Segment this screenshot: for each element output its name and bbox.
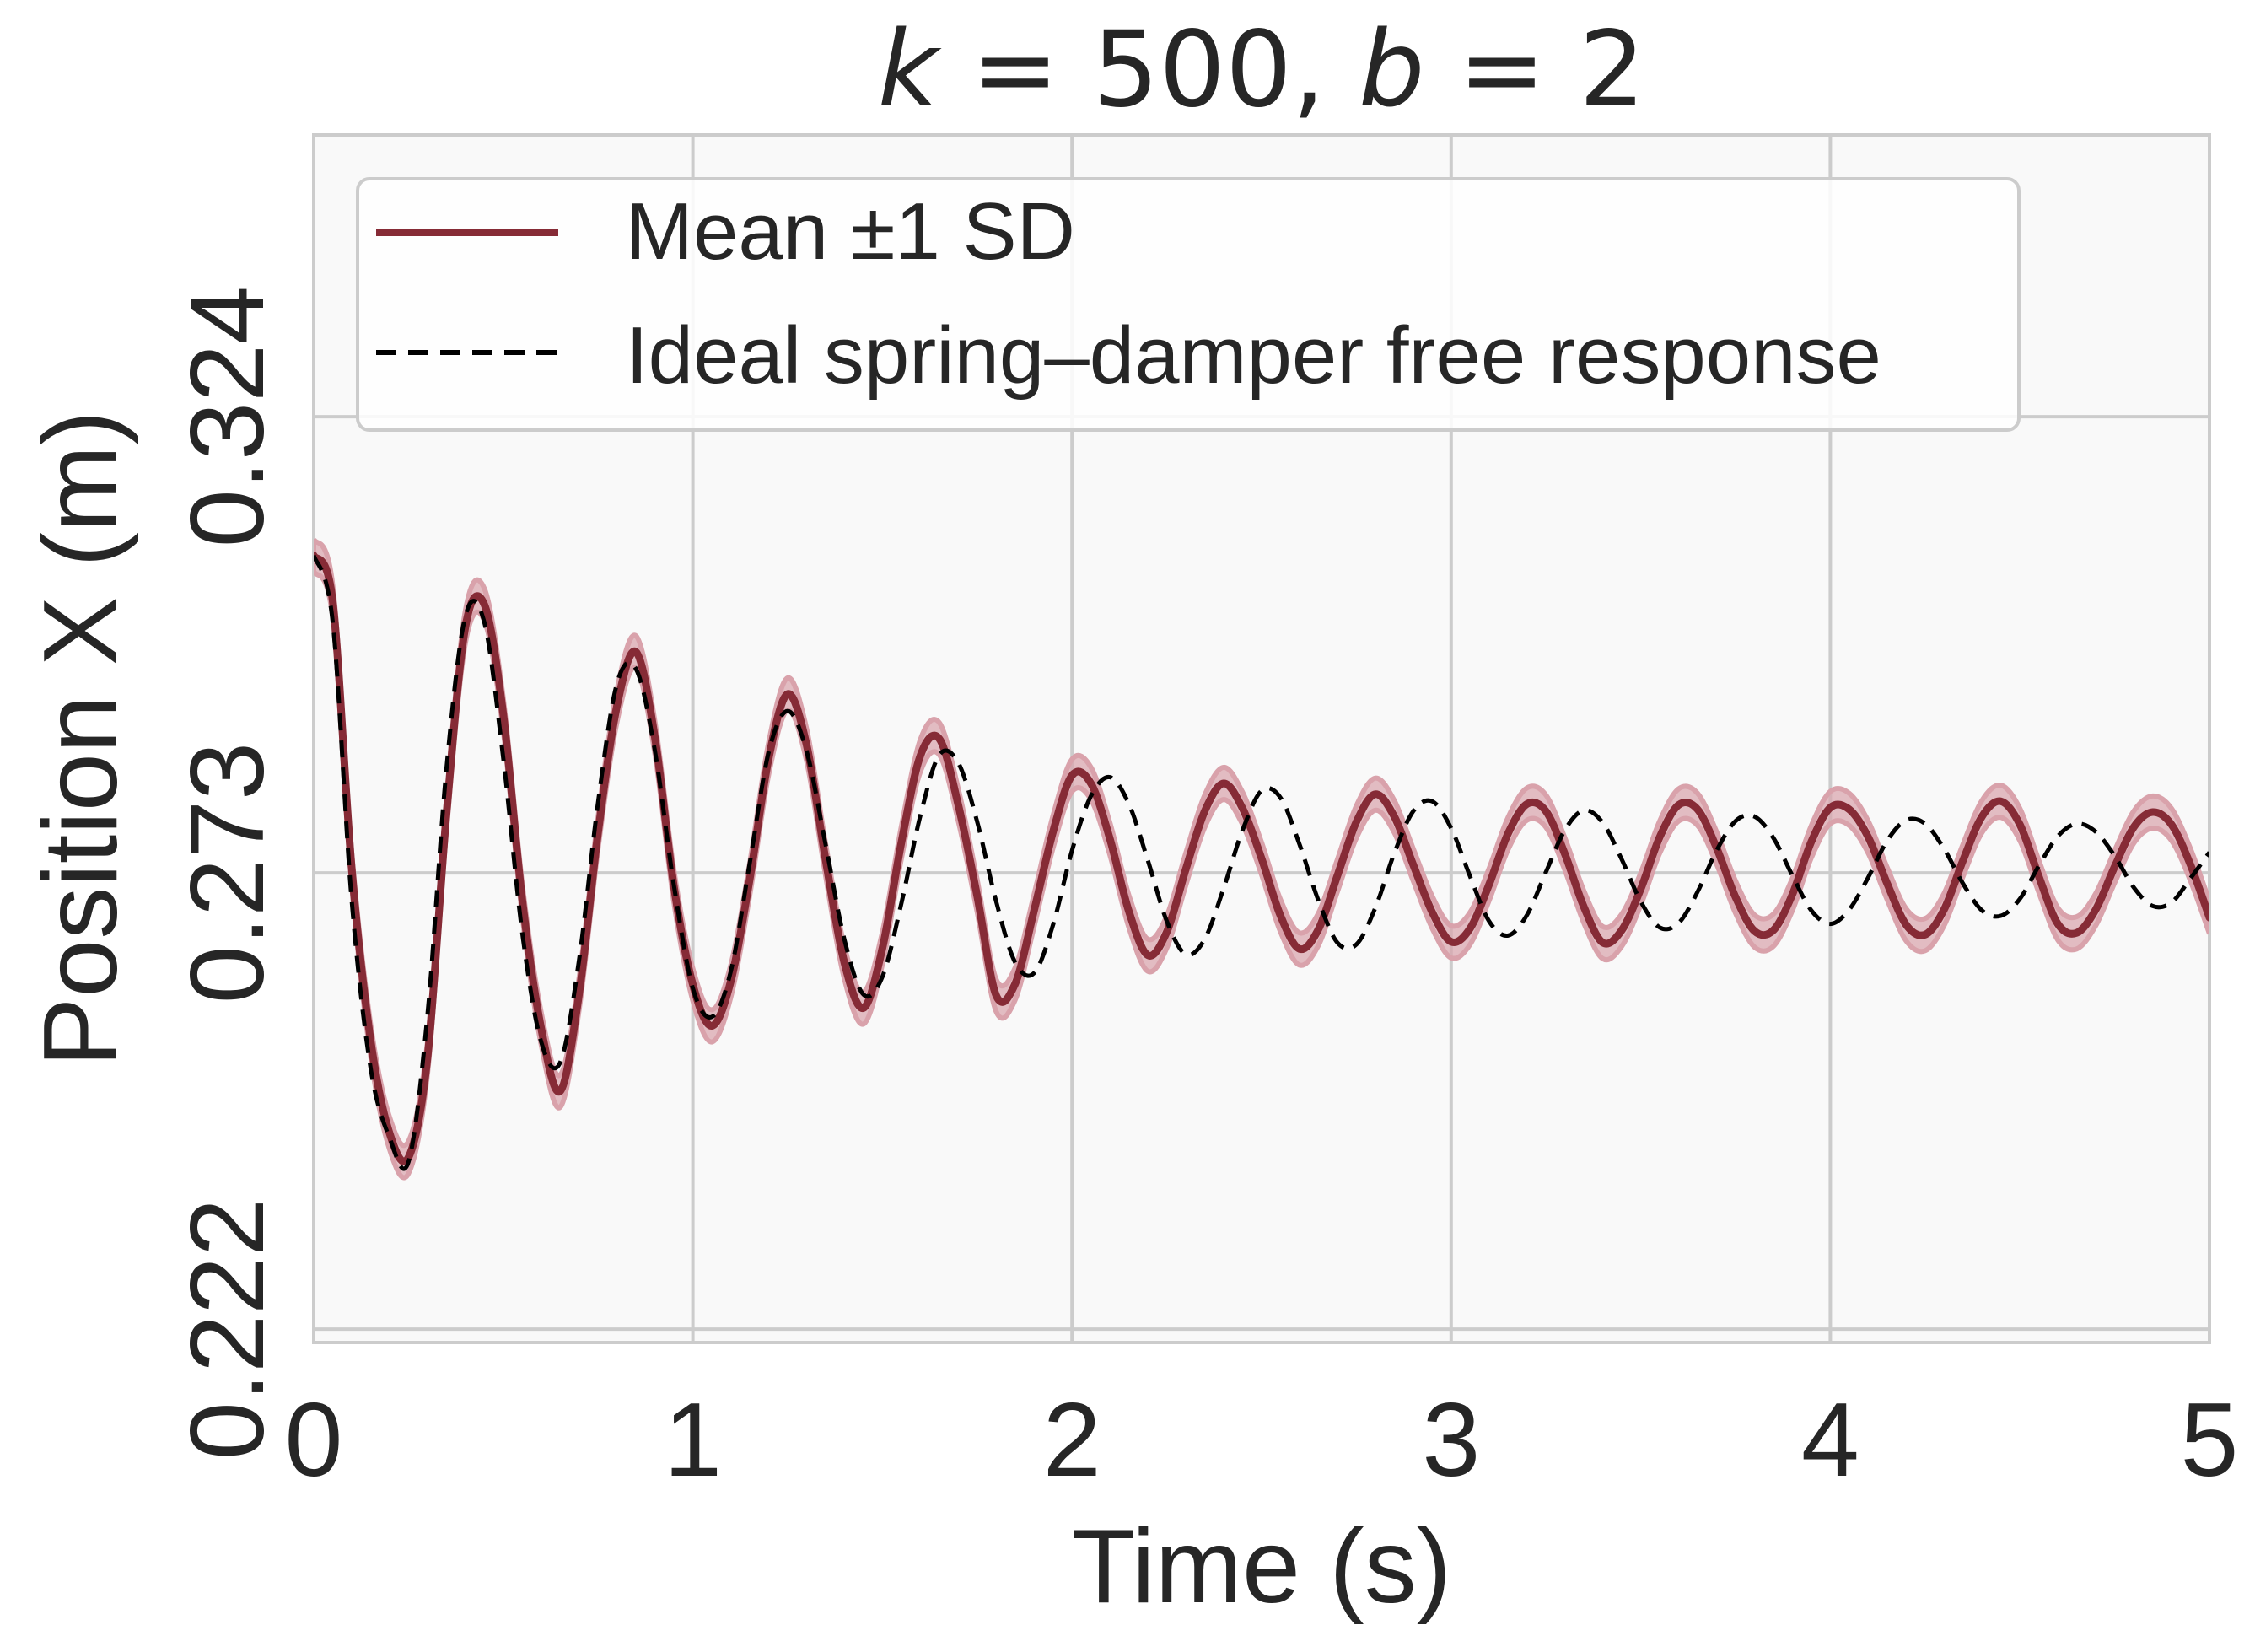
y-tick-label: 0.222	[170, 1198, 286, 1460]
x-tick-label: 3	[1422, 1382, 1480, 1499]
x-tick-label: 0	[285, 1382, 343, 1499]
title-part: = 2	[1425, 9, 1646, 131]
ideal-response-line	[314, 554, 2209, 1171]
series-layer	[314, 537, 2209, 1181]
legend: Mean ±1 SD Ideal spring–damper free resp…	[356, 177, 2021, 432]
y-tick-label: 0.273	[170, 742, 286, 1004]
x-tick-label: 5	[2181, 1382, 2239, 1499]
legend-mean-label: Mean ±1 SD	[626, 186, 1075, 277]
y-tick-label: 0.324	[170, 286, 286, 547]
y-axis-label: Position X (m)	[23, 411, 139, 1068]
x-tick-label: 2	[1043, 1382, 1101, 1499]
mean-line	[314, 552, 2209, 1165]
series-group	[314, 537, 2209, 1181]
axis-layer: 0 1 2 3 4 5 0.222 0.273 0.324	[170, 286, 2238, 1499]
title-part: k	[878, 9, 942, 131]
legend-box	[356, 177, 2021, 432]
x-tick-label: 1	[664, 1382, 722, 1499]
chart-title: k = 500, b = 2	[878, 9, 1645, 131]
x-axis-label: Time (s)	[1072, 1509, 1451, 1625]
legend-ideal-label: Ideal spring–damper free response	[626, 310, 1881, 401]
title-part: b	[1359, 9, 1425, 131]
x-tick-label: 4	[1801, 1382, 1859, 1499]
title-part: = 500,	[939, 9, 1359, 131]
